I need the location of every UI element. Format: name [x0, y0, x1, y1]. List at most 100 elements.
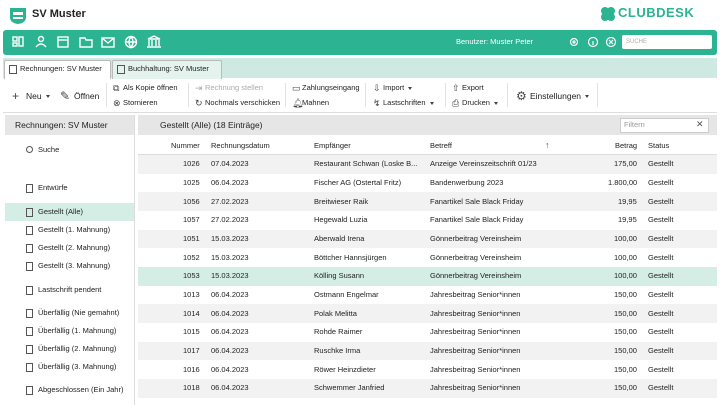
cell: 06.04.2023 — [211, 327, 249, 337]
item-icon[interactable] — [26, 386, 33, 395]
cell: 06.04.2023 — [211, 365, 249, 375]
action-icon[interactable]: ⇧ — [452, 82, 460, 94]
action-label[interactable]: Mahnen — [302, 98, 329, 108]
action-icon[interactable]: ↯ — [373, 97, 381, 109]
cell: Gönnerbeitrag Vereinsheim — [430, 253, 521, 263]
cell: Gestellt — [648, 383, 673, 393]
action-label[interactable]: Neu — [26, 91, 42, 101]
sidebar-item[interactable]: Überfällig (1. Mahnung) — [38, 326, 116, 336]
action-icon[interactable]: ⇥ — [195, 82, 203, 94]
search-placeholder: SUCHE — [626, 37, 647, 47]
cell: 150,00 — [614, 327, 637, 337]
action-label[interactable]: Export — [462, 83, 484, 93]
action-label[interactable]: Rechnung stellen — [205, 83, 263, 93]
action-label[interactable]: Einstellungen — [530, 91, 581, 101]
sidebar-item[interactable]: Überfällig (Nie gemahnt) — [38, 308, 119, 318]
cell: 1015 — [183, 327, 200, 337]
cell: 27.02.2023 — [211, 197, 249, 207]
action-bar — [3, 78, 717, 113]
cell: Restaurant Schwan (Loske B... — [314, 159, 417, 169]
column-header[interactable]: Status — [648, 141, 669, 151]
item-icon[interactable] — [26, 345, 33, 354]
cell: 1014 — [183, 309, 200, 319]
separator — [188, 83, 189, 107]
cell: Gestellt — [648, 271, 673, 281]
column-header[interactable]: Nummer — [171, 141, 200, 151]
cell: Jahresbeitrag Senior*innen — [430, 383, 520, 393]
sidebar-item[interactable]: Gestellt (1. Mahnung) — [38, 225, 110, 235]
cell: 1056 — [183, 197, 200, 207]
action-icon[interactable]: ⎙ — [452, 97, 459, 109]
cell: 15.03.2023 — [211, 253, 249, 263]
action-icon[interactable]: ⧉ — [113, 82, 119, 94]
sidebar-item[interactable]: Gestellt (3. Mahnung) — [38, 261, 110, 271]
cell: Ruschke Irma — [314, 346, 360, 356]
caret — [494, 102, 498, 105]
cell: Anzeige Vereinszeitschrift 01/23 — [430, 159, 537, 169]
nav-tools[interactable] — [568, 36, 618, 48]
sidebar-item[interactable]: Überfällig (3. Mahnung) — [38, 362, 116, 372]
sidebar-item[interactable]: Überfällig (2. Mahnung) — [38, 344, 116, 354]
item-icon[interactable] — [26, 184, 33, 193]
cell: Gestellt — [648, 197, 673, 207]
cell: 1016 — [183, 365, 200, 375]
column-header[interactable]: Empfänger — [314, 141, 351, 151]
action-label[interactable]: Als Kopie öffnen — [123, 83, 178, 93]
sidebar-item[interactable]: Gestellt (Alle) — [38, 207, 83, 217]
item-icon[interactable] — [26, 244, 33, 253]
cell: 15.03.2023 — [211, 271, 249, 281]
item-icon[interactable] — [26, 363, 33, 372]
action-icon[interactable]: ⚙ — [516, 90, 527, 102]
cell: Ostmann Engelmar — [314, 290, 379, 300]
action-icon[interactable]: ⊗ — [113, 97, 121, 109]
cell: Gestellt — [648, 234, 673, 244]
item-icon[interactable] — [26, 327, 33, 336]
cell: 19,95 — [618, 197, 637, 207]
action-icon[interactable]: ✎ — [60, 90, 70, 102]
sidebar-item[interactable]: Suche — [38, 145, 59, 155]
cell: Gestellt — [648, 290, 673, 300]
cell: 175,00 — [614, 159, 637, 169]
cell: Hegewald Luzia — [314, 215, 367, 225]
cell: 19,95 — [618, 215, 637, 225]
item-icon[interactable] — [26, 262, 33, 271]
action-icon[interactable]: ⇩ — [373, 82, 381, 94]
column-header[interactable]: Betreff — [430, 141, 452, 151]
item-icon[interactable] — [26, 208, 33, 217]
item-icon[interactable] — [26, 146, 33, 153]
action-label[interactable]: Lastschriften — [383, 98, 426, 108]
sidebar-item[interactable]: Entwürfe — [38, 183, 68, 193]
cell: Gestellt — [648, 327, 673, 337]
caret — [46, 95, 50, 98]
nav-icons[interactable] — [10, 34, 170, 50]
cell: Gestellt — [648, 309, 673, 319]
item-icon[interactable] — [26, 309, 33, 318]
sidebar-item[interactable]: Lastschrift pendent — [38, 285, 101, 295]
item-icon[interactable] — [26, 226, 33, 235]
cell: Jahresbeitrag Senior*innen — [430, 346, 520, 356]
column-header[interactable]: Betrag — [615, 141, 637, 151]
action-icon[interactable]: ↻ — [195, 97, 203, 109]
action-label[interactable]: Öffnen — [74, 91, 99, 101]
item-icon[interactable] — [26, 286, 33, 295]
action-icon[interactable]: + — [12, 90, 19, 102]
action-label[interactable]: Nochmals verschicken — [205, 98, 280, 108]
action-icon[interactable]: ▭ — [292, 82, 301, 94]
action-label[interactable]: Import — [383, 83, 404, 93]
sidebar-item[interactable]: Abgeschlossen (Ein Jahr) — [38, 385, 123, 395]
action-label[interactable]: Stornieren — [123, 98, 158, 108]
sidebar-item[interactable]: Gestellt (2. Mahnung) — [38, 243, 110, 253]
column-header[interactable]: Rechnungsdatum — [211, 141, 270, 151]
action-label[interactable]: Drucken — [462, 98, 490, 108]
club-logo[interactable] — [8, 5, 28, 25]
separator — [597, 83, 598, 107]
separator — [365, 83, 366, 107]
filter-clear[interactable]: ✕ — [696, 119, 704, 129]
cell: Böttcher Hannsjürgen — [314, 253, 387, 263]
club-name: SV Muster — [32, 9, 86, 19]
cell: 06.04.2023 — [211, 309, 249, 319]
cell: Gestellt — [648, 346, 673, 356]
cell: 1025 — [183, 178, 200, 188]
action-label[interactable]: Zahlungseingang — [302, 83, 360, 93]
